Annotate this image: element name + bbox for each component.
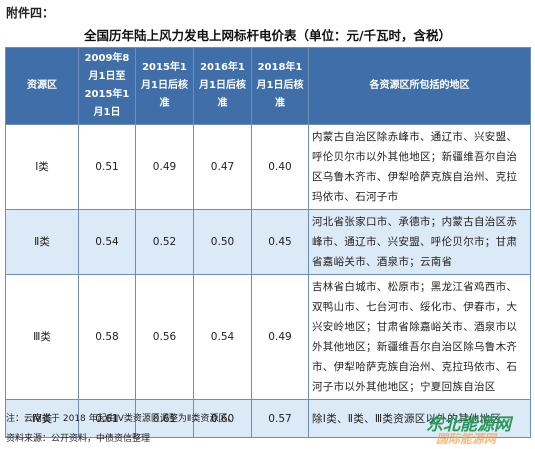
cell: 0.45 (251, 209, 309, 275)
column-header: 2009年8月1日至2015年1月1日 (78, 47, 136, 125)
cell: 0.54 (193, 274, 252, 400)
table-row: Ⅰ类 0.51 0.49 0.47 0.40 内蒙古自治区除赤峰市、通辽市、兴安盟、呼伦贝… (5, 124, 531, 210)
table-row: Ⅱ类 0.54 0.52 0.50 0.45 河北省张家口市、承德市；内蒙古自治区赤峰市、… (5, 209, 531, 275)
table-row: Ⅲ类 0.58 0.56 0.54 0.49 吉林省白城市、松原市；黑龙江省鸡西市、双鸭山… (5, 274, 531, 400)
column-header: 各资源区所包括的地区 (308, 47, 531, 125)
region-cell: 河北省张家口市、承德市；内蒙古自治区赤峰市、通辽市、兴安盟、呼伦贝尔市；甘肃省嘉… (308, 209, 531, 275)
cell: 0.57 (251, 399, 309, 438)
cell: 0.47 (193, 124, 252, 210)
cell: Ⅲ类 (5, 274, 79, 400)
region-cell: 除Ⅰ类、Ⅱ类、Ⅲ类资源区以外的其他地区 (308, 399, 531, 438)
cell: 0.49 (135, 124, 194, 210)
column-header: 2015年1月1日后核准 (135, 47, 194, 125)
table-title: 全国历年陆上风力发电上网标杆电价表（单位：元/千瓦时，含税） (83, 28, 452, 43)
header-row: 资源区 2009年8月1日至2015年1月1日 2015年1月1日后核准 2016年1… (5, 47, 531, 125)
table-body: Ⅰ类 0.51 0.49 0.47 0.40 内蒙古自治区除赤峰市、通辽市、兴安盟、呼伦贝… (5, 124, 531, 438)
cell: 0.51 (78, 124, 136, 210)
cell: 0.56 (135, 274, 194, 400)
cell: 0.52 (135, 209, 194, 275)
attachment-label: 附件四： (6, 6, 55, 20)
region-cell: 内蒙古自治区除赤峰市、通辽市、兴安盟、呼伦贝尔市以外其他地区；新疆维吾尔自治区乌… (308, 124, 531, 210)
cell: 0.49 (251, 274, 309, 400)
source: 资料来源：公开资料，中债资信整理 (6, 434, 151, 444)
cell: 0.40 (251, 124, 309, 210)
column-header: 2018年1月1日后核准 (251, 47, 309, 125)
region-cell: 吉林省白城市、松原市；黑龙江省鸡西市、双鸭山市、七台河市、绥化市、伊春市，大兴安… (308, 274, 531, 400)
price-table: 资源区 2009年8月1日至2015年1月1日 2015年1月1日后核准 2016年1… (5, 47, 531, 438)
column-header: 资源区 (5, 47, 79, 125)
note: 注：云南省于 2018 年起由Ⅳ类资源区调整为Ⅱ类资源区。 (6, 414, 237, 424)
column-header: 2016年1月1日后核准 (193, 47, 252, 125)
cell: 0.61 (135, 399, 194, 438)
table-row: Ⅳ类 0.61 0.61 0.60 0.57 除Ⅰ类、Ⅱ类、Ⅲ类资源区以外的其他地区 (5, 399, 531, 438)
watermark: 国际能源网 (436, 432, 497, 446)
cell: 0.50 (193, 209, 252, 275)
cell: Ⅳ类 (5, 399, 79, 438)
watermark: 东北能源网 (426, 415, 511, 435)
cell: Ⅰ类 (5, 124, 79, 210)
cell: 0.54 (78, 209, 136, 275)
cell: 0.58 (78, 274, 136, 400)
cell: Ⅱ类 (5, 209, 79, 275)
